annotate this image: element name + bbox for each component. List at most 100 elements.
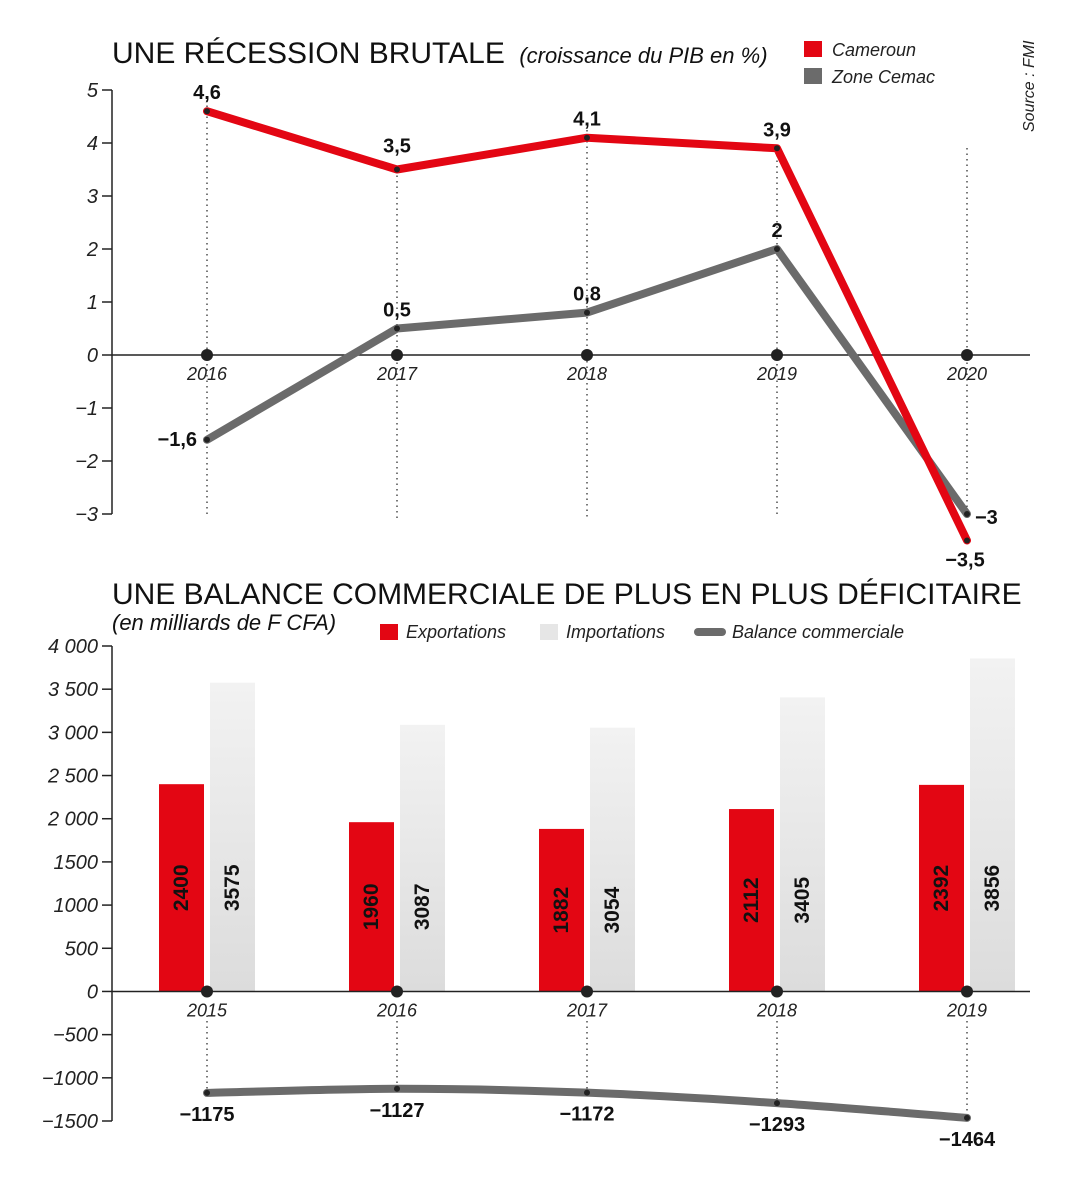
x-tick-label: 2019 (756, 364, 797, 384)
y-tick-label: −2 (75, 451, 98, 473)
x-tick-label: 2019 (946, 1000, 987, 1020)
x-tick-label: 2017 (566, 1000, 608, 1020)
data-point (774, 145, 780, 152)
y-tick-label: 0 (87, 345, 98, 367)
data-point (204, 1089, 210, 1096)
y-tick-label: −1 (75, 398, 98, 420)
chart2-plot: 4 000 3 500 3 000 2 500 2 000 1500 1000 500 0 −50… (42, 636, 1030, 1151)
bar-exportations (159, 784, 204, 992)
y-tick-label: 2 (86, 239, 98, 261)
data-label-cameroun: 4,6 (193, 82, 221, 104)
chart2-legend: Exportations Importations Balance commer… (380, 622, 904, 642)
bar-importations (210, 682, 255, 992)
x-tick-label: 2020 (946, 364, 987, 384)
bar-importations (590, 727, 635, 992)
y-tick-label: 3 500 (48, 679, 98, 701)
bar-importations (400, 724, 445, 992)
bar-label-importations: 3575 (221, 864, 244, 911)
data-label-balance-commerciale: −1293 (749, 1114, 805, 1136)
y-tick-label: 4 (87, 133, 98, 155)
data-point (964, 1114, 970, 1121)
data-point (584, 134, 590, 141)
x-tick-label: 2018 (566, 364, 607, 384)
chart2-subtitle: (en milliards de F CFA) (112, 610, 336, 635)
x-axis-marker (961, 985, 973, 998)
y-tick-label: 3 (87, 186, 98, 208)
x-axis-marker (771, 985, 783, 998)
y-tick-label: 500 (65, 938, 98, 960)
bar-importations (780, 697, 825, 992)
x-tick-label: 2016 (186, 364, 228, 384)
chart1-plot: 5 4 3 2 1 0 −1 −2 −3 2016 2017 2018 2019 2020 4,6 3,5 4,… (75, 80, 1030, 572)
x-tick-label: 2015 (186, 1000, 228, 1020)
data-label-zone-cemac: −3 (975, 507, 998, 529)
data-label-zone-cemac: 0,5 (383, 300, 411, 322)
x-tick-label: 2018 (756, 1000, 797, 1020)
legend-label-exportations: Exportations (406, 622, 506, 642)
x-tick-label: 2017 (376, 364, 418, 384)
data-label-balance-commerciale: −1175 (179, 1104, 234, 1126)
bar-label-importations: 3087 (411, 883, 434, 930)
x-axis-marker (391, 349, 403, 361)
legend-label-zone-cemac: Zone Cemac (831, 67, 935, 87)
x-axis-marker (771, 349, 783, 361)
legend-label-importations: Importations (566, 622, 665, 642)
x-axis-marker (201, 349, 213, 361)
y-tick-label: 5 (87, 80, 99, 102)
x-tick-label: 2016 (376, 1000, 418, 1020)
data-label-zone-cemac: 2 (771, 220, 782, 242)
bar-importations (970, 658, 1015, 992)
bar-exportations (349, 822, 394, 992)
bar-label-importations: 3054 (601, 887, 624, 934)
legend-label-cameroun: Cameroun (832, 40, 916, 60)
bar-label-exportations: 1960 (360, 883, 383, 930)
data-label-cameroun: 3,5 (383, 136, 411, 158)
legend-swatch-zone-cemac (804, 68, 822, 84)
bar-exportations (539, 828, 584, 992)
x-axis-marker (391, 985, 403, 998)
data-point (204, 436, 210, 443)
bar-label-importations: 3856 (981, 865, 1004, 912)
legend-swatch-importations (540, 624, 558, 640)
data-point (394, 1085, 400, 1092)
data-label-zone-cemac: −1,6 (158, 429, 197, 451)
data-label-balance-commerciale: −1464 (939, 1129, 996, 1151)
legend-label-balance: Balance commerciale (732, 622, 904, 642)
bar-label-exportations: 2392 (930, 865, 953, 912)
chart1-legend: Cameroun Zone Cemac (804, 40, 935, 87)
data-point (584, 309, 590, 316)
data-point (394, 166, 400, 173)
data-point (394, 325, 400, 332)
chart1-title: UNE RÉCESSION BRUTALE (112, 37, 505, 70)
legend-swatch-exportations (380, 624, 398, 640)
data-label-balance-commerciale: −1127 (369, 1100, 424, 1122)
y-tick-label: −1000 (42, 1068, 98, 1090)
y-tick-label: −3 (75, 504, 98, 526)
legend-swatch-cameroun (804, 41, 822, 57)
y-tick-label: 0 (87, 981, 98, 1003)
y-tick-label: 3 000 (48, 722, 98, 744)
bar-exportations (729, 809, 774, 992)
y-tick-label: −1500 (42, 1111, 98, 1133)
data-point (774, 246, 780, 252)
data-point (774, 1100, 780, 1107)
data-point (584, 1089, 590, 1096)
y-tick-label: 2 500 (47, 766, 98, 788)
source-note: Source : FMI (1021, 40, 1038, 132)
bar-exportations (919, 784, 964, 992)
y-tick-label: 2 000 (47, 809, 98, 831)
data-point (204, 108, 210, 115)
data-label-zone-cemac: 0,8 (573, 284, 601, 306)
y-tick-label: −500 (53, 1025, 98, 1047)
y-tick-label: 1 (87, 292, 98, 314)
data-label-cameroun: 3,9 (763, 119, 791, 141)
data-label-cameroun: 4,1 (573, 109, 601, 131)
chart1-subtitle: (croissance du PIB en %) (519, 43, 767, 68)
y-tick-label: 1000 (54, 895, 99, 917)
x-axis-marker (581, 985, 593, 998)
x-axis-marker (201, 985, 213, 998)
data-label-cameroun: −3,5 (945, 550, 984, 572)
bar-label-importations: 3405 (791, 877, 814, 924)
data-point (964, 537, 970, 544)
